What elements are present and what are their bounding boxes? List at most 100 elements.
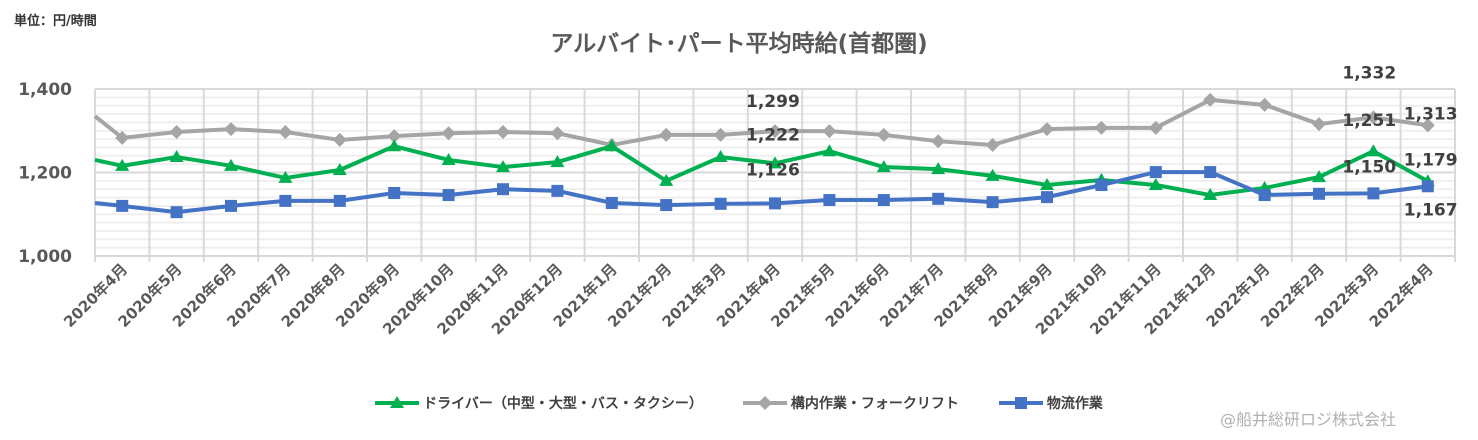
data-point-diamond <box>332 132 347 147</box>
data-point-square <box>877 194 890 207</box>
legend-label: 物流作業 <box>1046 396 1103 412</box>
data-point-diamond <box>224 122 238 137</box>
data-point-diamond <box>822 124 837 139</box>
data-point-triangle <box>931 162 946 175</box>
legend-item: 物流作業 <box>998 393 1103 413</box>
data-point-square <box>225 199 237 212</box>
legend-label: 構内作業・フォークリフト <box>790 396 959 412</box>
data-point-square <box>116 199 129 212</box>
data-point-diamond <box>550 126 565 141</box>
data-point-triangle <box>550 155 565 168</box>
data-point-diamond <box>278 125 293 140</box>
data-point-triangle <box>713 150 728 163</box>
data-point-triangle <box>768 156 782 169</box>
data-point-square <box>1367 187 1380 200</box>
data-point-triangle <box>1203 188 1218 201</box>
legend: ドライバー（中型・大型・バス・タクシー） 構内作業・フォークリフト 物流作業 <box>0 393 1478 413</box>
data-point-triangle <box>1148 178 1163 191</box>
data-point-square <box>497 183 509 196</box>
data-point-triangle <box>115 158 130 171</box>
data-point-square <box>1421 180 1434 193</box>
data-label: 1,222 <box>746 125 800 145</box>
data-point-square <box>1313 187 1325 200</box>
data-point-square <box>1204 166 1217 179</box>
y-tick-label: 1,200 <box>18 164 72 184</box>
data-point-diamond <box>441 126 456 141</box>
y-tick-label: 1,000 <box>18 247 72 267</box>
legend-swatch-triangle <box>375 396 420 408</box>
data-point-square <box>388 186 401 199</box>
data-point-square <box>660 199 673 212</box>
data-point-diamond <box>985 137 1000 152</box>
data-label: 1,126 <box>746 160 800 180</box>
data-label: 1,313 <box>1404 104 1458 124</box>
data-label: 1,150 <box>1342 157 1396 177</box>
data-point-diamond <box>496 125 510 140</box>
data-point-diamond <box>1420 118 1435 133</box>
data-point-diamond <box>659 127 674 142</box>
data-point-diamond <box>713 127 728 142</box>
data-point-square <box>823 194 836 207</box>
data-point-triangle <box>604 139 619 152</box>
data-point-triangle <box>1312 170 1326 183</box>
data-point-triangle <box>876 160 891 173</box>
data-label: 1,332 <box>1342 63 1396 83</box>
legend-item: ドライバー（中型・大型・バス・タクシー） <box>375 393 703 413</box>
data-label: 1,167 <box>1404 200 1458 220</box>
data-point-diamond <box>768 124 782 139</box>
data-point-diamond <box>1203 92 1218 107</box>
legend-swatch-diamond <box>742 396 787 410</box>
data-point-triangle <box>224 158 238 171</box>
data-point-triangle <box>985 168 1000 181</box>
data-point-diamond <box>931 134 946 149</box>
data-point-triangle <box>822 144 837 157</box>
series-line <box>94 170 1429 215</box>
data-point-diamond <box>1312 117 1326 132</box>
data-point-square <box>932 192 945 205</box>
data-point-diamond <box>115 130 130 145</box>
data-point-triangle <box>496 160 510 173</box>
data-point-square <box>279 194 292 207</box>
data-point-square <box>333 194 346 207</box>
data-point-square <box>986 196 999 209</box>
data-point-diamond <box>1040 122 1054 137</box>
data-label: 1,179 <box>1404 150 1458 170</box>
data-point-square <box>1014 397 1027 409</box>
unit-label: 単位：円/時間 <box>14 14 97 29</box>
data-point-diamond <box>387 129 402 144</box>
legend-swatch-square <box>998 397 1043 409</box>
data-point-triangle <box>390 396 405 408</box>
data-point-square <box>170 206 183 219</box>
data-point-triangle <box>169 150 184 163</box>
series-line <box>93 97 1429 147</box>
series-square <box>94 166 1434 219</box>
source-credit: @船井総研ロジ株式会社 <box>1219 410 1396 429</box>
y-tick-label: 1,400 <box>18 80 72 100</box>
data-point-diamond <box>169 125 184 140</box>
line-chart: 1,0001,2001,4002020年4月2020年5月2020年6月2020… <box>18 63 1458 338</box>
data-point-square <box>1149 166 1162 179</box>
data-label: 1,299 <box>746 92 800 112</box>
data-point-square <box>1041 191 1053 204</box>
data-point-triangle <box>1366 144 1381 157</box>
data-point-square <box>1258 189 1271 202</box>
series-triangle <box>94 139 1435 201</box>
data-point-triangle <box>332 162 347 175</box>
data-point-diamond <box>1094 120 1109 135</box>
data-point-square <box>714 197 727 210</box>
chart-title: アルバイト･パート平均時給(首都圏) <box>550 31 928 57</box>
data-point-square <box>551 184 564 197</box>
data-point-diamond <box>1148 120 1163 135</box>
data-point-square <box>605 196 618 209</box>
series-diamond <box>93 92 1435 152</box>
data-point-square <box>769 197 781 210</box>
data-point-square <box>1095 179 1108 192</box>
data-point-triangle <box>278 170 293 183</box>
legend-label: ドライバー（中型・大型・バス・タクシー） <box>423 396 703 412</box>
data-point-triangle <box>659 173 674 186</box>
data-point-triangle <box>441 152 456 165</box>
series-line <box>94 144 1429 198</box>
data-point-triangle <box>387 139 402 152</box>
data-point-square <box>442 189 455 202</box>
data-point-diamond <box>757 396 772 410</box>
